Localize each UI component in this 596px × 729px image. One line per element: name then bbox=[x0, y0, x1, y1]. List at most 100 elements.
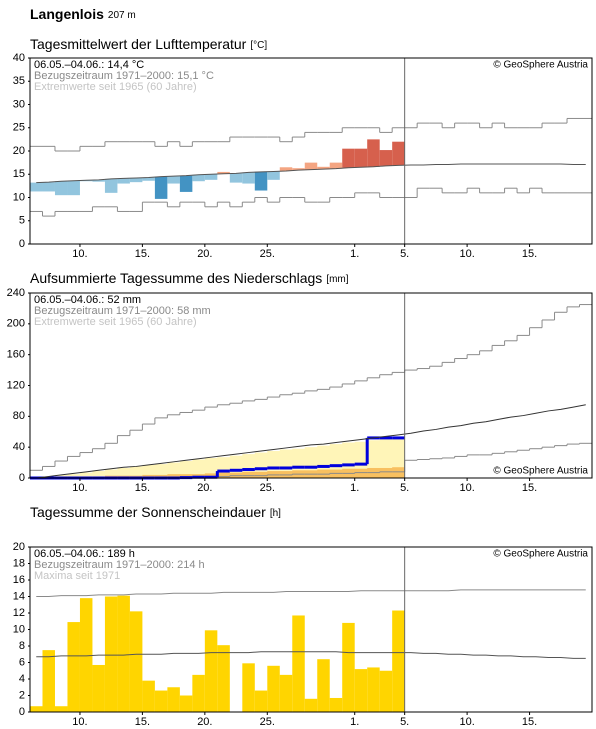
y-tick-label: 16 bbox=[13, 574, 25, 586]
bar bbox=[117, 178, 130, 184]
x-tick-label: 1. bbox=[350, 482, 359, 494]
area-segment bbox=[117, 467, 131, 478]
bar bbox=[392, 141, 405, 166]
bar bbox=[192, 674, 205, 712]
y-tick-label: 35 bbox=[13, 75, 25, 87]
y-tick-label: 120 bbox=[7, 379, 25, 391]
area-segment bbox=[254, 452, 268, 478]
area-segment bbox=[354, 468, 368, 478]
plot-frame bbox=[29, 57, 593, 245]
bar bbox=[354, 669, 368, 712]
annotation: Bezugszeitraum 1971–2000: 214 h bbox=[34, 559, 205, 571]
x-tick-label: 20. bbox=[197, 482, 212, 494]
annotation: Maxima seit 1971 bbox=[34, 570, 120, 582]
bar bbox=[342, 148, 355, 168]
annotation: 06.05.–04.06.: 14,4 °C bbox=[34, 59, 144, 71]
y-tick-label: 0 bbox=[19, 472, 25, 484]
line bbox=[36, 651, 586, 659]
bar bbox=[292, 615, 305, 712]
bar bbox=[192, 174, 205, 182]
area-segment bbox=[104, 469, 118, 478]
plot-area bbox=[30, 304, 592, 480]
bar bbox=[204, 174, 218, 180]
y-tick-label: 0 bbox=[19, 238, 25, 250]
annotation: 06.05.–04.06.: 189 h bbox=[34, 548, 135, 560]
bar bbox=[342, 622, 355, 712]
bar bbox=[54, 706, 68, 712]
station: Langenlois bbox=[30, 6, 104, 22]
bar bbox=[229, 173, 243, 183]
chart-title: Aufsummierte Tagessumme des Niederschlag… bbox=[30, 270, 349, 286]
unit: [°C] bbox=[250, 40, 267, 51]
area-segment bbox=[67, 474, 81, 478]
bar bbox=[304, 162, 318, 170]
x-tick-label: 10. bbox=[459, 248, 474, 260]
area-segment bbox=[217, 472, 231, 478]
header: Langenlois 207 m bbox=[30, 6, 136, 22]
area-segment bbox=[279, 449, 293, 478]
bar bbox=[317, 166, 330, 170]
x-tick-label: 5. bbox=[400, 716, 409, 728]
bar bbox=[117, 595, 130, 712]
y-tick-label: 14 bbox=[13, 590, 25, 602]
bar bbox=[254, 690, 268, 712]
bar bbox=[279, 167, 293, 171]
x-tick-label: 15. bbox=[135, 716, 150, 728]
bar bbox=[104, 178, 118, 193]
y-tick-label: 12 bbox=[13, 607, 25, 619]
bar bbox=[92, 664, 105, 712]
plot-frame bbox=[29, 292, 593, 479]
area-segment bbox=[192, 459, 206, 478]
bar bbox=[317, 659, 330, 712]
bar bbox=[54, 181, 68, 196]
x-tick-label: 10. bbox=[72, 248, 87, 260]
bar bbox=[379, 670, 393, 712]
bar bbox=[42, 650, 55, 712]
y-tick-label: 8 bbox=[19, 640, 25, 652]
annotation: 06.05.–04.06.: 52 mm bbox=[34, 294, 141, 306]
bar bbox=[67, 622, 80, 712]
y-tick-label: 25 bbox=[13, 122, 25, 134]
plot-area bbox=[30, 589, 586, 712]
bar bbox=[292, 168, 305, 171]
bar bbox=[129, 177, 143, 183]
y-tick-label: 0 bbox=[19, 706, 25, 718]
bar bbox=[204, 630, 218, 712]
x-tick-label: 25. bbox=[260, 248, 275, 260]
bar bbox=[142, 177, 155, 181]
title-text: Aufsummierte Tagessumme des Niederschlag… bbox=[30, 270, 322, 286]
y-tick-label: 20 bbox=[13, 145, 25, 157]
x-tick-label: 10. bbox=[459, 716, 474, 728]
x-tick-label: 10. bbox=[459, 482, 474, 494]
bar bbox=[329, 162, 343, 169]
bar bbox=[104, 596, 118, 712]
bar bbox=[129, 611, 143, 712]
title-text: Tagesmittelwert der Lufttemperatur bbox=[30, 36, 247, 52]
x-tick-label: 20. bbox=[197, 248, 212, 260]
y-tick-label: 40 bbox=[13, 441, 25, 453]
area-segment bbox=[142, 464, 156, 478]
annotation: Bezugszeitraum 1971–2000: 58 mm bbox=[34, 305, 211, 317]
y-tick-label: 10 bbox=[13, 191, 25, 203]
y-tick-label: 5 bbox=[19, 215, 25, 227]
bar bbox=[279, 674, 293, 712]
bar bbox=[392, 610, 405, 712]
bar bbox=[42, 182, 55, 192]
title-text: Tagessumme der Sonnenscheindauer bbox=[30, 504, 266, 520]
area-segment bbox=[204, 473, 218, 478]
chart: Tagesmittelwert der Lufttemperatur [°C] 0 5… bbox=[13, 36, 593, 260]
x-tick-label: 5. bbox=[400, 248, 409, 260]
x-tick-label: 15. bbox=[135, 248, 150, 260]
bar bbox=[179, 695, 193, 712]
y-tick-label: 200 bbox=[7, 318, 25, 330]
bar bbox=[354, 148, 368, 168]
bar bbox=[379, 150, 393, 166]
chart: Tagessumme der Sonnenscheindauer [h] 0 2 4 6 8… bbox=[13, 504, 593, 728]
bar bbox=[267, 171, 280, 180]
bar bbox=[329, 697, 343, 712]
bar bbox=[217, 645, 230, 712]
area-segment bbox=[142, 474, 156, 478]
annotation: Bezugszeitraum 1971–2000: 15,1 °C bbox=[34, 70, 214, 82]
area-segment bbox=[54, 474, 68, 478]
